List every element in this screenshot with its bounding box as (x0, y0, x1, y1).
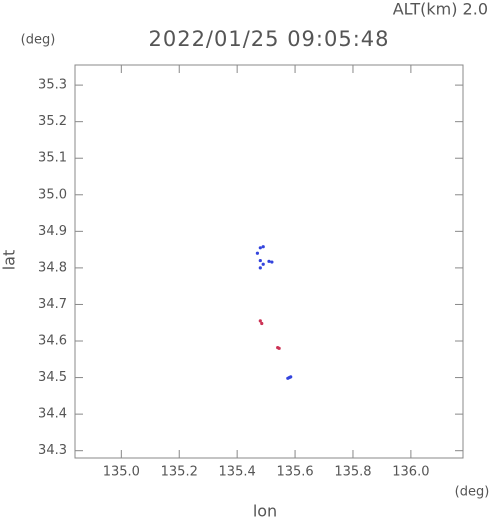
y-tick-label: 34.9 (38, 224, 67, 239)
x-unit: (deg) (455, 485, 490, 500)
x-tick-label: 135.6 (276, 465, 313, 480)
point (286, 376, 290, 380)
x-axis-label: lon (253, 502, 277, 521)
y-tick-label: 34.5 (38, 370, 67, 385)
y-tick-label: 35.2 (38, 114, 67, 129)
subtitle: ALT(km) 2.0 (393, 0, 488, 19)
x-tick-label: 135.2 (161, 465, 198, 480)
plot-frame (74, 64, 464, 459)
y-unit: (deg) (21, 33, 56, 48)
point (261, 262, 265, 266)
y-tick-label: 35.3 (38, 78, 67, 93)
point (258, 266, 262, 270)
chart-title: 2022/01/25 09:05:48 (148, 27, 389, 51)
x-tick-label: 135.8 (334, 465, 371, 480)
point (258, 319, 262, 323)
point (255, 251, 260, 255)
point (289, 375, 293, 379)
y-tick-label: 34.6 (38, 334, 67, 349)
x-tick-label: 135.0 (103, 465, 140, 480)
y-tick-label: 34.4 (38, 407, 67, 422)
point (261, 245, 265, 249)
y-tick-label: 34.8 (38, 260, 67, 275)
y-tick-label: 34.7 (38, 297, 67, 312)
point (258, 258, 262, 263)
point (258, 246, 262, 250)
y-tick-label: 34.3 (38, 443, 67, 458)
point (277, 346, 281, 350)
y-tick-label: 35.1 (38, 151, 67, 166)
x-tick-label: 135.4 (219, 465, 256, 480)
point (267, 259, 271, 263)
point (270, 260, 274, 264)
point (260, 321, 264, 326)
y-tick-label: 35.0 (38, 187, 67, 202)
y-axis-label: lat (0, 250, 19, 271)
x-tick-label: 136.0 (392, 465, 429, 480)
